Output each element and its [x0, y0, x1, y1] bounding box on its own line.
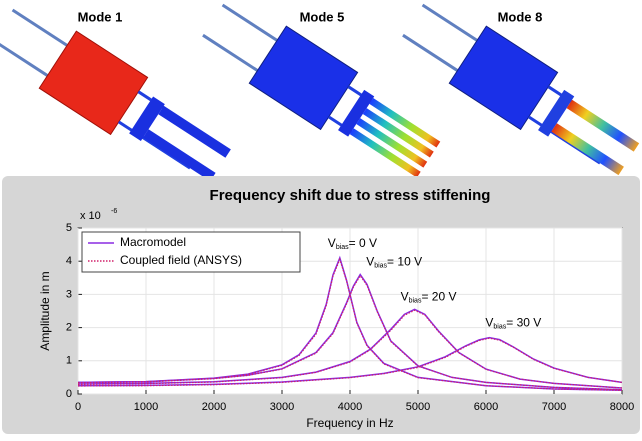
x-tick-label: 4000 [338, 401, 362, 413]
annotation-subscript: bias [493, 323, 506, 330]
legend-label: Coupled field (ANSYS) [120, 253, 242, 267]
annotation-subscript: bias [374, 262, 387, 269]
y-tick-label: 2 [66, 322, 72, 334]
annotation-symbol: V [328, 236, 336, 250]
y-tick-label: 1 [66, 355, 72, 367]
x-tick-label: 5000 [406, 401, 430, 413]
y-tick-label: 5 [66, 222, 72, 234]
annotation-text: = 10 V [387, 255, 422, 269]
x-tick-label: 8000 [610, 401, 634, 413]
x-tick-label: 6000 [474, 401, 498, 413]
x-tick-label: 3000 [270, 401, 294, 413]
annotation-text: = 0 V [349, 236, 377, 250]
page: {"modes": ["Mode 1", "Mode 5", "Mode 8"]… [0, 0, 642, 436]
mode-5-render [195, 0, 448, 188]
mode-label: Mode 5 [300, 9, 345, 24]
x-tick-label: 0 [75, 401, 81, 413]
x-tick-label: 1000 [134, 401, 158, 413]
mode-label: Mode 8 [498, 9, 543, 24]
y-tick-label: 4 [66, 255, 72, 267]
annotation-text: = 30 V [506, 316, 541, 330]
legend-label: Macromodel [120, 235, 186, 249]
mode-8-render [395, 0, 642, 188]
y-tick-label: 0 [66, 388, 72, 400]
annotation: Vbias= 0 V [328, 236, 377, 251]
y-multiplier: x 10 [80, 210, 101, 222]
y-axis-label: Amplitude in m [38, 271, 52, 350]
annotation-text: = 20 V [421, 290, 456, 304]
mode-1-render [0, 0, 239, 194]
x-tick-label: 7000 [542, 401, 566, 413]
annotation-symbol: V [366, 255, 374, 269]
annotation-subscript: bias [336, 244, 349, 251]
annotation-symbol: V [401, 290, 409, 304]
x-axis-label: Frequency in Hz [306, 416, 393, 430]
mode-label: Mode 1 [78, 9, 123, 24]
annotation-symbol: V [485, 316, 493, 330]
chart-title: Frequency shift due to stress stiffening [210, 187, 491, 204]
y-multiplier-exponent: -6 [111, 208, 117, 215]
annotation-subscript: bias [409, 297, 422, 304]
figure: Mode 1 Mode 5 Mode 8 Frequency shift [0, 0, 642, 436]
x-tick-label: 2000 [202, 401, 226, 413]
y-tick-label: 3 [66, 288, 72, 300]
